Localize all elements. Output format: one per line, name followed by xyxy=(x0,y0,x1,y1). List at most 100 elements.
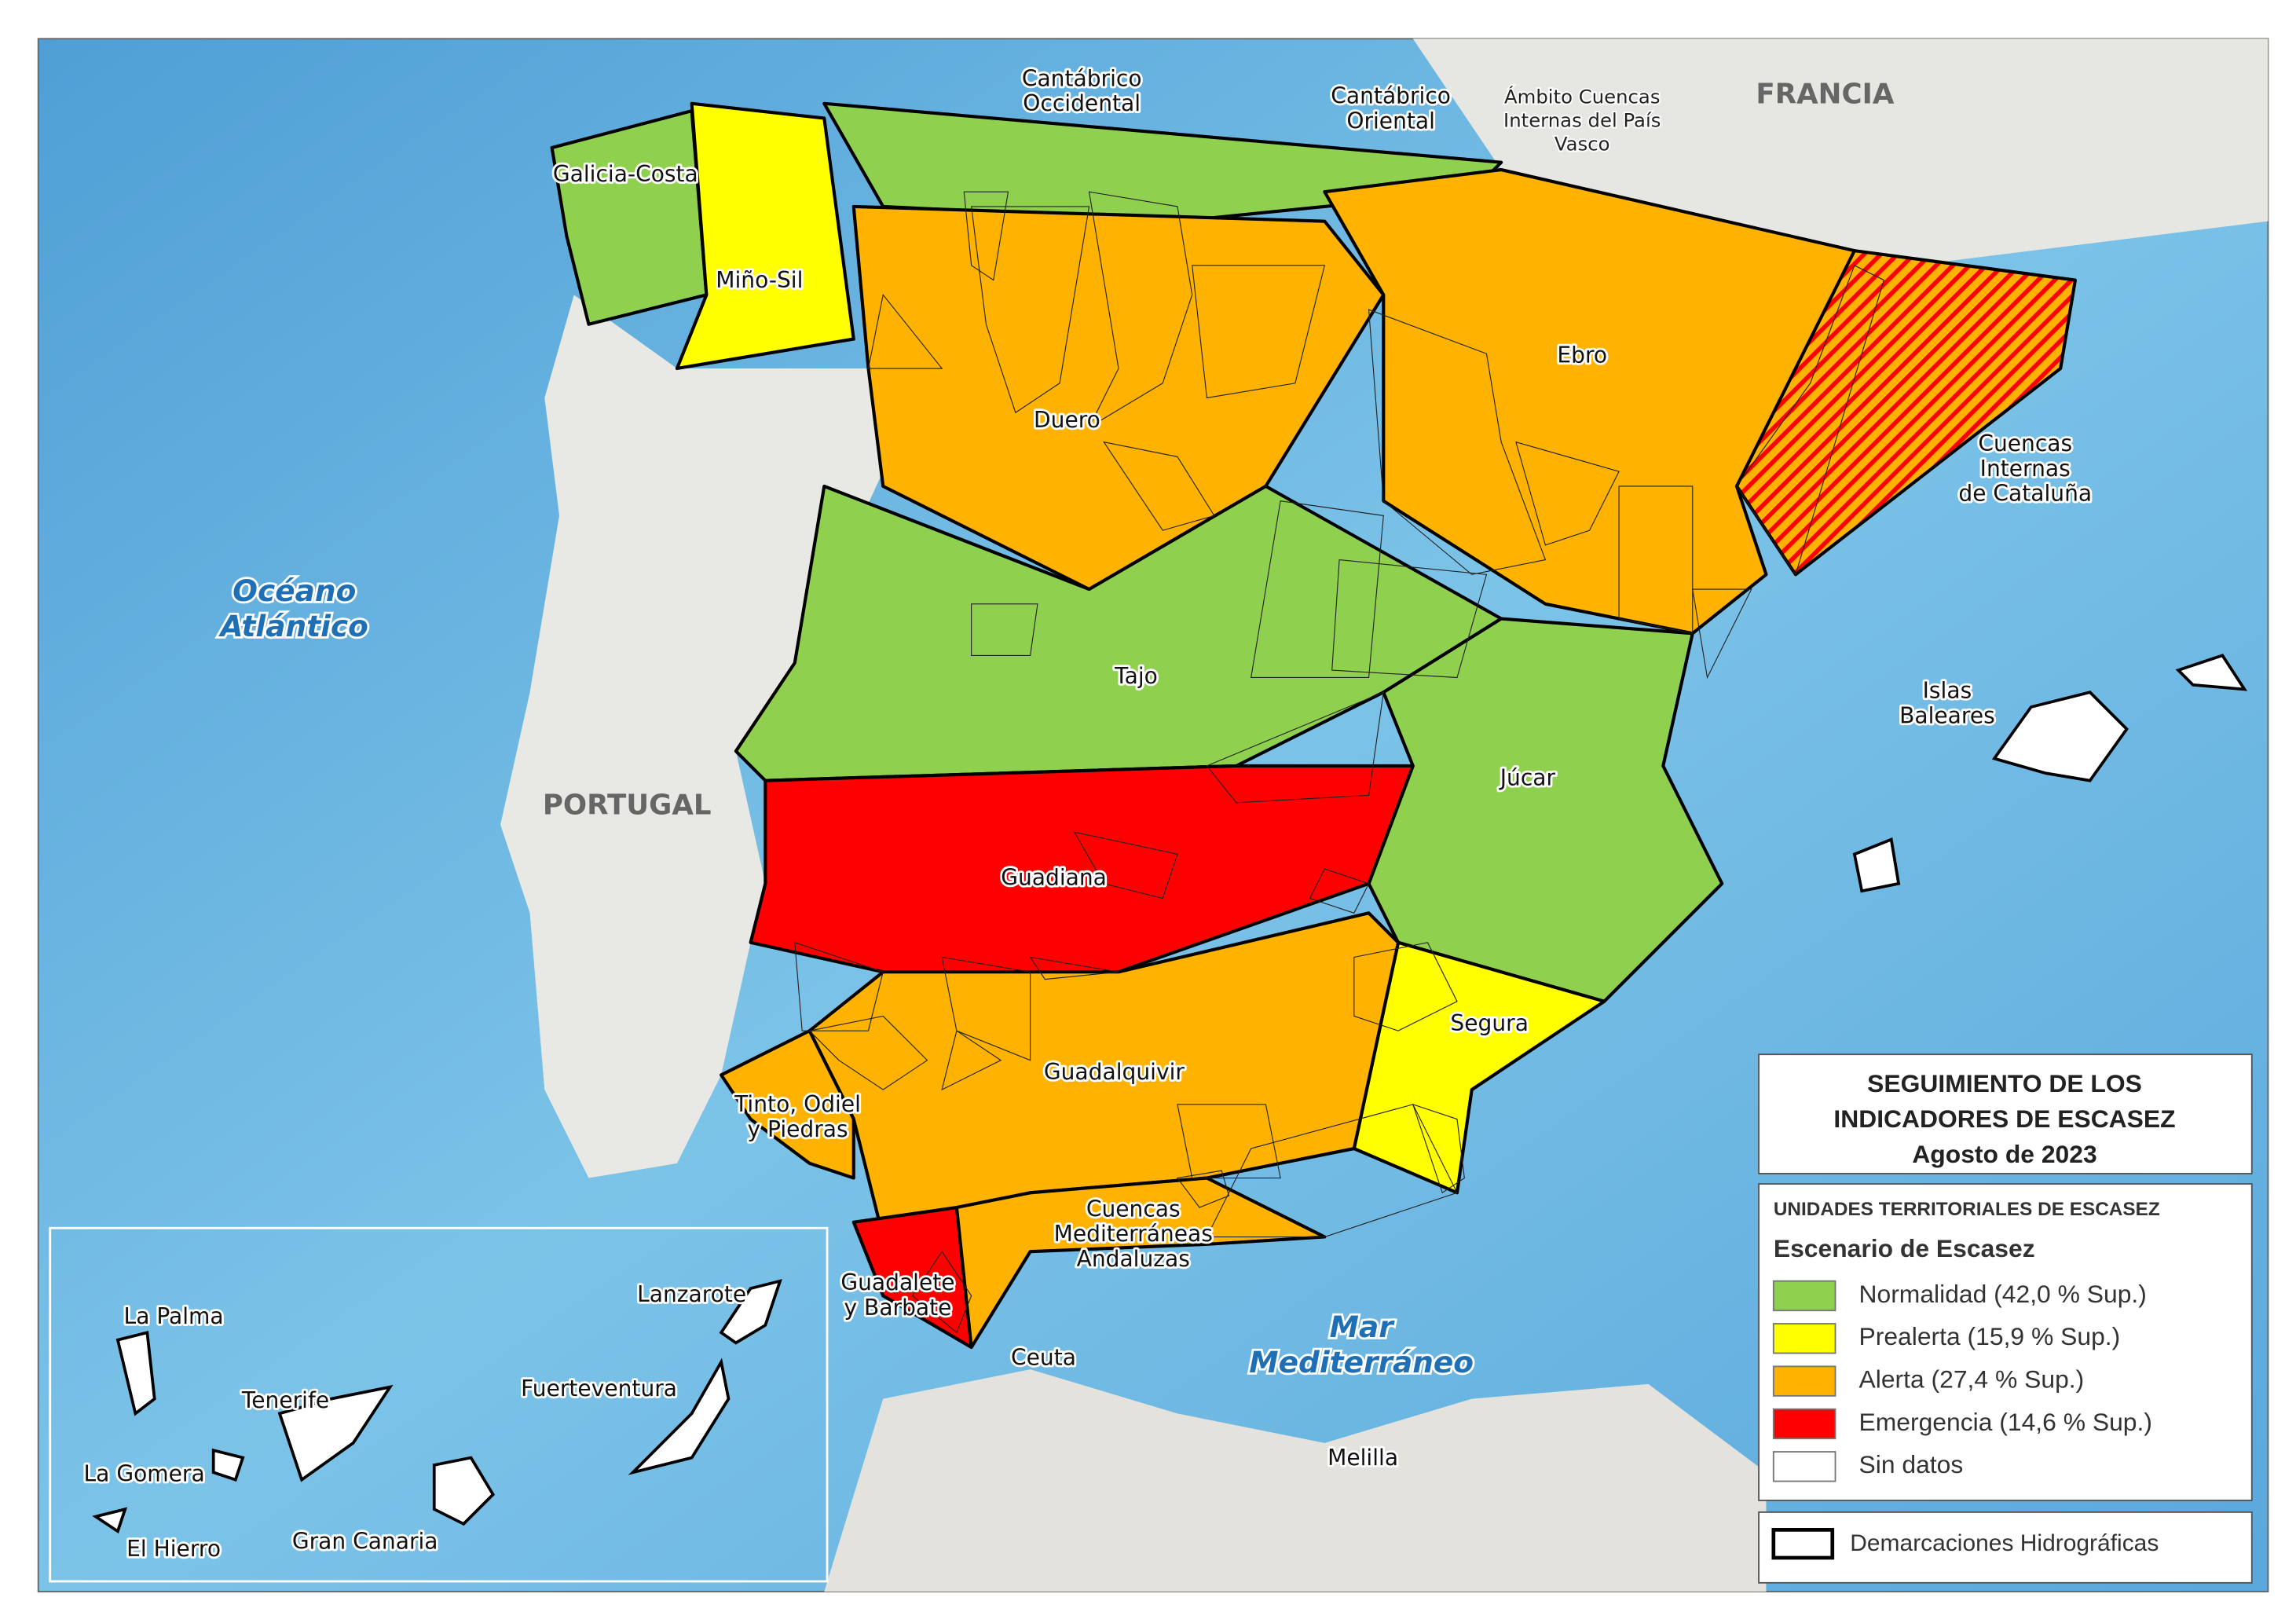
place-label: Ceuta xyxy=(1011,1345,1076,1371)
place-label: Mar Mediterráneo xyxy=(1249,1310,1474,1379)
title-line: SEGUIMIENTO DE LOS xyxy=(1867,1069,2142,1097)
sub-unit xyxy=(1692,588,1752,680)
place-label-line: Internas del País xyxy=(1503,109,1661,132)
sub-unit xyxy=(1736,265,1885,576)
sub-unit xyxy=(1331,559,1488,679)
place-label: Tinto, Odiel y Piedras xyxy=(734,1091,861,1142)
title-box xyxy=(1758,1053,2253,1174)
place-label-line: Oriental xyxy=(1346,108,1435,134)
place-label-line: Cantábrico xyxy=(1022,65,1142,91)
place-label: Cantábrico Oriental xyxy=(1331,83,1451,134)
place-label: Cuencas Mediterráneas Andaluzas xyxy=(1054,1196,1213,1272)
legend-subheading: Escenario de Escasez xyxy=(1774,1234,2035,1262)
place-label: Cuencas Internas de Cataluña xyxy=(1958,430,2092,507)
place-label-line: Cuencas xyxy=(1086,1196,1181,1222)
place-label: Tajo xyxy=(1114,663,1158,689)
sub-unit xyxy=(1250,500,1384,679)
place-label: La Palma xyxy=(124,1303,224,1329)
island xyxy=(432,1456,496,1526)
place-label: El Hierro xyxy=(126,1536,221,1562)
boundary-box xyxy=(1758,1511,2253,1584)
place-label: Océano Atlántico xyxy=(218,573,368,643)
place-label: La Gomera xyxy=(84,1461,205,1487)
sub-unit xyxy=(1177,1104,1281,1179)
island xyxy=(1852,837,1901,893)
place-label: PORTUGAL xyxy=(543,790,712,822)
place-label-line: Ebro xyxy=(1557,343,1607,368)
sub-unit xyxy=(971,206,1090,414)
place-label-line: Cuencas xyxy=(1978,430,2072,456)
place-label-line: Vasco xyxy=(1554,133,1610,156)
place-label: Miño-Sil xyxy=(716,267,803,293)
place-label-line: Fuerteventura xyxy=(521,1376,677,1401)
sub-unit xyxy=(1206,691,1384,804)
legend-swatch xyxy=(1772,1365,1836,1397)
sub-unit xyxy=(1618,485,1694,634)
land xyxy=(500,38,2269,1592)
island xyxy=(628,1357,731,1475)
sub-unit xyxy=(1206,1104,1458,1238)
legend-swatch xyxy=(1772,1280,1836,1312)
legend-label: Sin datos xyxy=(1859,1450,1964,1478)
portugal xyxy=(500,295,884,1178)
sub-unit xyxy=(911,1251,972,1334)
island xyxy=(1991,691,2129,782)
place-label-line: Melilla xyxy=(1327,1445,1398,1471)
sub-unit xyxy=(963,191,1009,281)
sub-unit xyxy=(867,294,943,369)
place-label: Galicia-Costa xyxy=(553,161,698,187)
place-label: Guadiana xyxy=(1001,865,1107,891)
place-label-line: Andaluzas xyxy=(1077,1246,1190,1272)
place-label-line: Guadalquivir xyxy=(1044,1059,1185,1085)
sub-unit xyxy=(1309,868,1370,914)
place-label-line: Islas xyxy=(1923,678,1972,704)
place-label-line: Duero xyxy=(1034,407,1100,433)
island xyxy=(277,1384,394,1482)
place-label-line: Júcar xyxy=(1499,764,1556,790)
sub-unit xyxy=(1353,942,1458,1031)
title-line: Agosto de 2023 xyxy=(1912,1140,2096,1168)
place-label-line: Segura xyxy=(1450,1010,1529,1036)
france xyxy=(1412,38,2269,266)
sub-unit xyxy=(1412,1103,1465,1194)
africa xyxy=(824,1369,1767,1592)
legend-swatch xyxy=(1772,1408,1836,1440)
place-label: Ámbito Cuencas Internas del País Vasco xyxy=(1503,86,1661,156)
sub-unit xyxy=(808,1015,928,1090)
legend-label: Emergencia (14,6 % Sup.) xyxy=(1859,1408,2152,1436)
place-label-line: Mar xyxy=(1330,1310,1396,1344)
place-label: Júcar xyxy=(1499,764,1556,790)
place-label-line: Océano xyxy=(233,573,356,608)
sub-unit xyxy=(1192,265,1326,399)
place-label-line: Guadiana xyxy=(1001,865,1107,891)
title-line: INDICADORES DE ESCASEZ xyxy=(1833,1105,2175,1133)
sub-unit xyxy=(1029,956,1119,980)
place-label-line: Atlántico xyxy=(218,609,368,643)
place-label-line: Ámbito Cuencas xyxy=(1504,86,1661,108)
place-label: Tenerife xyxy=(241,1387,329,1413)
place-label: Guadalquivir xyxy=(1044,1059,1185,1085)
sub-unit xyxy=(1368,309,1547,575)
place-label: Melilla xyxy=(1327,1445,1398,1471)
island xyxy=(92,1507,128,1534)
place-label-line: Baleares xyxy=(1899,703,1995,729)
place-label: FRANCIA xyxy=(1756,79,1894,111)
sub-unit xyxy=(794,941,884,1031)
legend-swatch xyxy=(1772,1451,1836,1482)
place-label-line: Tenerife xyxy=(241,1387,329,1413)
place-label-line: Cantábrico xyxy=(1331,83,1451,109)
legend-heading: UNIDADES TERRITORIALES DE ESCASEZ xyxy=(1774,1199,2160,1220)
island xyxy=(211,1448,245,1482)
place-label-line: Lanzarote xyxy=(637,1281,746,1307)
place-label: Lanzarote xyxy=(637,1281,746,1307)
place-label: Guadalete y Barbate xyxy=(840,1269,954,1321)
legend-box xyxy=(1758,1183,2253,1501)
place-label-line: y Piedras xyxy=(747,1116,848,1142)
place-label-line: PORTUGAL xyxy=(543,790,712,822)
place-label-line: Miño-Sil xyxy=(716,267,803,293)
island xyxy=(115,1330,156,1416)
basin xyxy=(1323,167,1856,636)
place-label-line: de Cataluña xyxy=(1958,481,2092,507)
